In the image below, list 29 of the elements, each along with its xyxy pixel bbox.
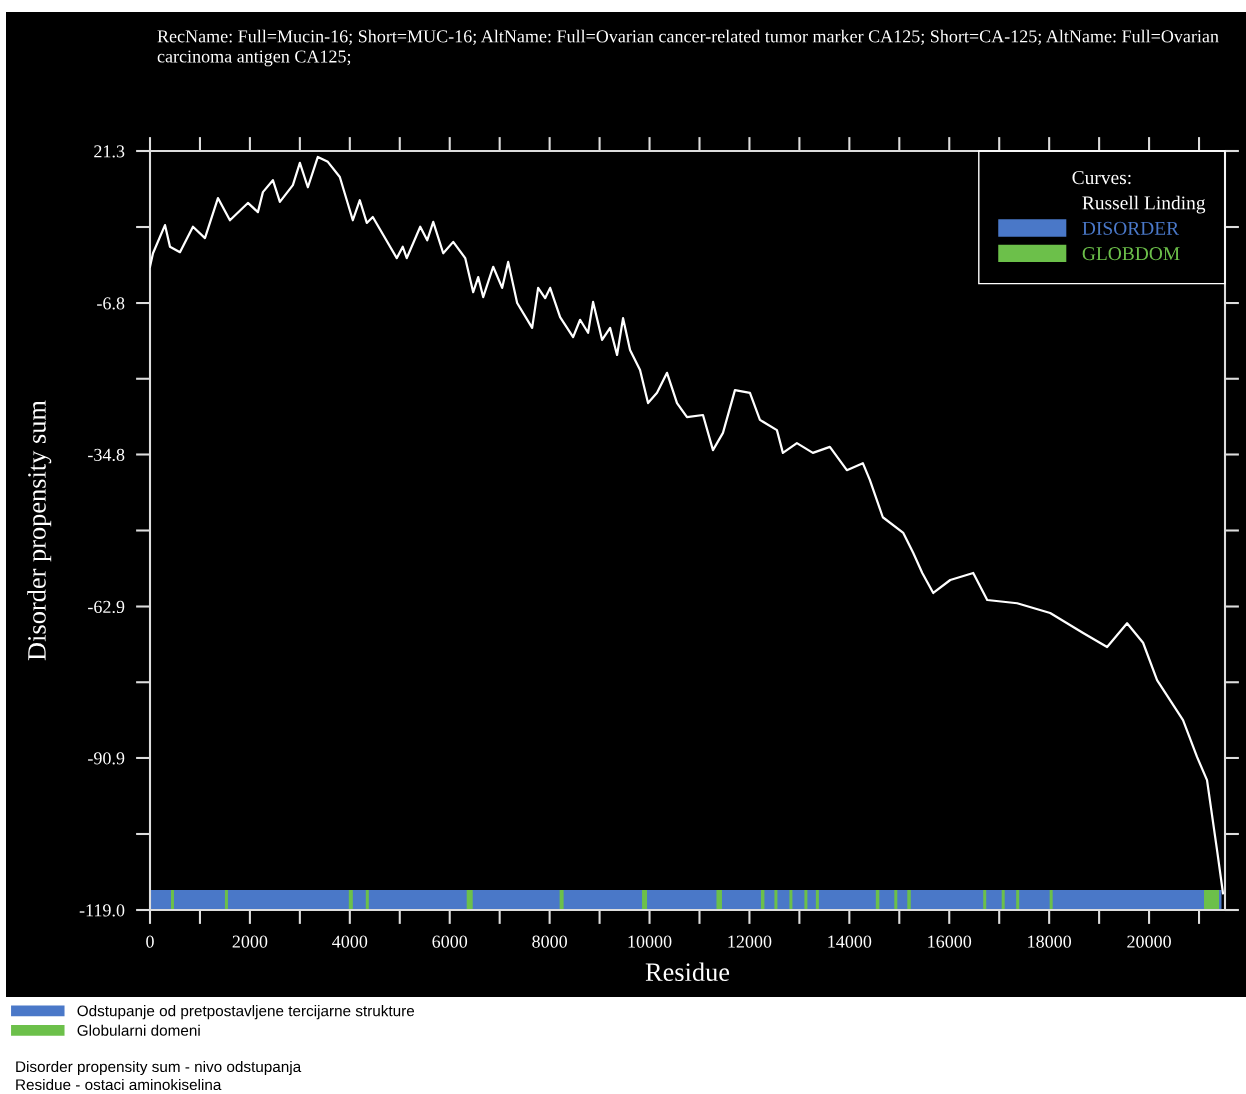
y-tick-label: -90.9: [88, 752, 125, 765]
x-tick-label: 4000: [332, 935, 368, 948]
text: Residue - ostaci aminokiselina: [16, 1078, 222, 1091]
y-axis-title: Disorder propensity sum: [27, 400, 52, 661]
x-axis-title: Residue: [645, 962, 730, 982]
x-tick-label: 0: [146, 935, 154, 948]
y-tick-label: -62.9: [88, 600, 125, 614]
x-tick-label: 20000: [1127, 935, 1171, 948]
x-tick-label: 8000: [532, 935, 567, 948]
text: Globularni domeni: [77, 1024, 200, 1036]
text: Russell Linding: [1082, 195, 1206, 214]
legend-label: GLOBDOM: [1082, 247, 1180, 261]
x-tick-label: 10000: [628, 935, 672, 948]
x-tick-label: 16000: [928, 935, 972, 948]
x-tick-label: 14000: [828, 935, 872, 948]
y-tick-label: -6.8: [97, 297, 125, 310]
legend-label: DISORDER: [1082, 221, 1180, 235]
x-tick-label: 12000: [728, 935, 772, 948]
x-tick-label: 2000: [232, 935, 268, 948]
x-tick-label: 6000: [432, 935, 468, 948]
y-tick-label: 21.3: [94, 145, 125, 158]
legend-title: Curves:: [1072, 171, 1131, 185]
text: Disorder propensity sum - nivo odstupanja: [16, 1060, 302, 1076]
y-tick-label: -34.8: [88, 448, 125, 462]
text: Odstupanje od pretpostavljene tercijarne strukture: [77, 1005, 415, 1020]
line-series: [150, 155, 1225, 895]
chart-title: RecName: Full=Mucin-16; Short=MUC-16; AltName: Full=Ovarian cancer-related tumor marker CA125; Short=CA-125; AltName: Full=Ovarian carcinoma antigen CA125;: [157, 29, 1219, 67]
x-tick-label: 18000: [1028, 935, 1072, 948]
y-tick-label: -119.0: [79, 904, 125, 917]
